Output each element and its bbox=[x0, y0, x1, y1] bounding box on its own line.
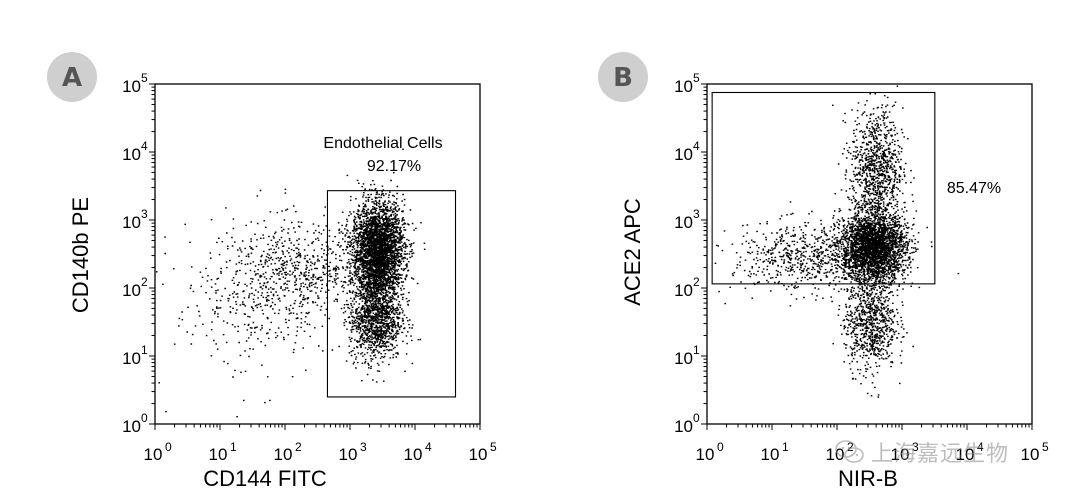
panel-b-x-tick-label: 10 bbox=[891, 445, 910, 464]
panel-a-y-axis-title: CD140b PE bbox=[68, 197, 93, 313]
panel-b-x-tick-label: 10 bbox=[761, 445, 780, 464]
panel-b-events bbox=[714, 85, 960, 398]
panel-a-label: A bbox=[62, 63, 82, 93]
panel-b-x-tick-label: 10 bbox=[1021, 445, 1040, 464]
panel-a-y-tick-exponent: 4 bbox=[141, 139, 148, 153]
panel-a-events bbox=[155, 148, 426, 418]
panel-b-x-axis-title: NIR-B bbox=[838, 466, 898, 491]
panel-b-x-tick-label: 10 bbox=[826, 445, 845, 464]
panel-a-population-2 bbox=[330, 245, 420, 383]
panel-a-badge bbox=[47, 52, 97, 102]
panel-a-x-tick-label: 10 bbox=[404, 445, 423, 464]
panel-b-x-tick-label: 10 bbox=[696, 445, 715, 464]
panel-a-x-tick-exponent: 2 bbox=[295, 440, 302, 454]
panel-a-population-1 bbox=[335, 148, 426, 333]
panel-b-population-3 bbox=[831, 236, 914, 398]
panel-b-y-tick-exponent: 5 bbox=[693, 71, 700, 85]
wechat-icon bbox=[835, 440, 864, 463]
panel-b-y-tick-label: 10 bbox=[674, 77, 693, 96]
watermark: 上海嘉远生物 bbox=[835, 432, 1009, 472]
panel-b-badge bbox=[598, 52, 648, 102]
panel-b-y-tick-exponent: 0 bbox=[693, 411, 700, 425]
panel-b-y-tick-label: 10 bbox=[674, 417, 693, 436]
panel-b-x-tick-exponent: 5 bbox=[1042, 440, 1049, 454]
panel-b-y-tick-exponent: 4 bbox=[693, 139, 700, 153]
panel-a-y-tick-label: 10 bbox=[122, 213, 141, 232]
panel-a-population-4 bbox=[155, 188, 422, 418]
panel-a-y-tick-label: 10 bbox=[122, 281, 141, 300]
panel-b-y-tick-exponent: 1 bbox=[693, 343, 700, 357]
panel-a-y-tick-label: 10 bbox=[122, 77, 141, 96]
panel-b-y-axis-title: ACE2 APC bbox=[620, 198, 645, 306]
panel-b-gate bbox=[711, 91, 936, 285]
panel-b: B 10 010 010 110 110 210 210 310 310 410 410 510 5 N… bbox=[598, 52, 1049, 491]
panel-a-y-tick-label: 10 bbox=[122, 417, 141, 436]
panel-a-y-tick-exponent: 3 bbox=[141, 207, 148, 221]
watermark-text: 上海嘉远生物 bbox=[871, 442, 1010, 467]
panel-a-x-tick-exponent: 0 bbox=[165, 440, 172, 454]
panel-b-plot: 10 010 010 110 110 210 210 310 310 410 410 510 5 bbox=[674, 71, 1049, 464]
panel-b-x-tick-exponent: 3 bbox=[912, 440, 919, 454]
panel-b-gate-percent: 85.47% bbox=[947, 180, 1001, 197]
panel-a-y-tick-exponent: 0 bbox=[141, 411, 148, 425]
panel-a-y-tick-label: 10 bbox=[122, 145, 141, 164]
panel-a-x-axis-title: CD144 FITC bbox=[203, 466, 327, 491]
panel-b-y-tick-label: 10 bbox=[674, 349, 693, 368]
panel-a-gate bbox=[326, 190, 457, 398]
panel-a-x-tick-label: 10 bbox=[144, 445, 163, 464]
panel-a-x-tick-label: 10 bbox=[469, 445, 488, 464]
panel-a-x-tick-label: 10 bbox=[209, 445, 228, 464]
panel-a-y-tick-exponent: 5 bbox=[141, 71, 148, 85]
panel-b-plot-frame bbox=[706, 83, 1033, 425]
panel-a-y-tick-exponent: 1 bbox=[141, 343, 148, 357]
panel-a-gate-percent: 92.17% bbox=[367, 158, 421, 175]
panel-b-population-2 bbox=[832, 85, 918, 263]
panel-a-x-tick-exponent: 5 bbox=[490, 440, 497, 454]
panel-a-plot: 10 010 010 110 110 210 210 310 310 410 410 510 5 bbox=[122, 71, 497, 464]
panel-b-y-tick-label: 10 bbox=[674, 281, 693, 300]
panel-b-population-1 bbox=[822, 174, 933, 307]
panel-b-x-tick-exponent: 2 bbox=[847, 440, 854, 454]
panel-a-y-tick-label: 10 bbox=[122, 349, 141, 368]
panel-b-x-tick-exponent: 1 bbox=[782, 440, 789, 454]
panel-b-label: B bbox=[613, 63, 633, 93]
panel-b-y-tick-exponent: 2 bbox=[693, 275, 700, 289]
panel-a-x-tick-exponent: 1 bbox=[230, 440, 237, 454]
panel-a: A 10 010 010 110 110 210 210 310 310 410 410 510 5 C… bbox=[47, 52, 497, 491]
panel-a-y-tick-exponent: 2 bbox=[141, 275, 148, 289]
panel-b-x-tick-exponent: 0 bbox=[717, 440, 724, 454]
panel-b-y-tick-label: 10 bbox=[674, 145, 693, 164]
panel-b-y-tick-exponent: 3 bbox=[693, 207, 700, 221]
panel-b-x-tick-label: 10 bbox=[956, 445, 975, 464]
panel-a-plot-frame bbox=[154, 83, 481, 425]
panel-a-x-tick-exponent: 3 bbox=[360, 440, 367, 454]
panel-a-gate-name: Endothelial Cells bbox=[323, 135, 442, 152]
panel-a-x-tick-label: 10 bbox=[339, 445, 358, 464]
panel-a-x-tick-exponent: 4 bbox=[425, 440, 432, 454]
panel-b-y-tick-label: 10 bbox=[674, 213, 693, 232]
panel-b-x-tick-exponent: 4 bbox=[977, 440, 984, 454]
panel-a-x-tick-label: 10 bbox=[274, 445, 293, 464]
